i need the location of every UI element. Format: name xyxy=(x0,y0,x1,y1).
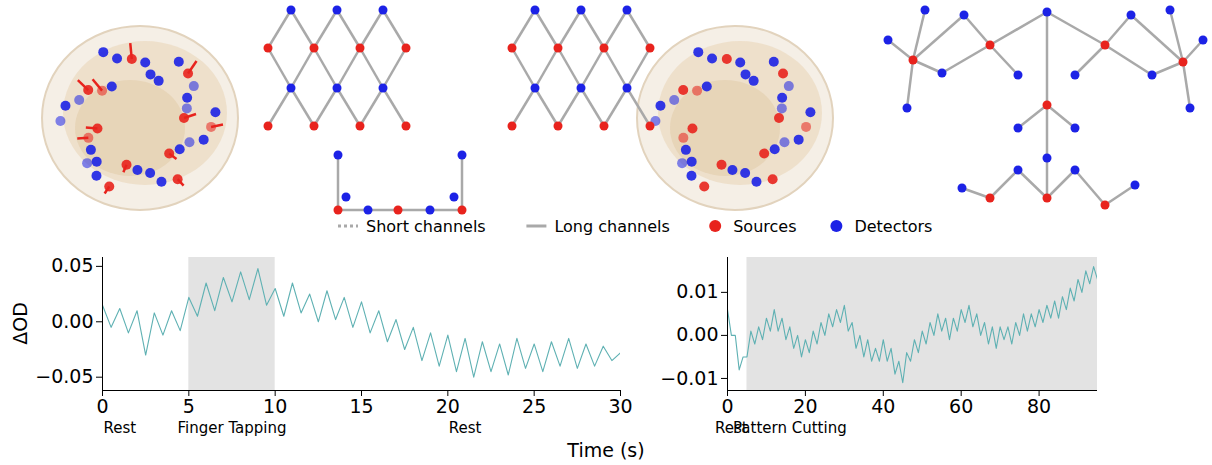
svg-text:Rest: Rest xyxy=(715,419,748,438)
svg-text:0: 0 xyxy=(96,395,108,417)
svg-text:80: 80 xyxy=(1027,395,1051,417)
svg-text:5: 5 xyxy=(183,395,195,417)
html-text:Time (s): Time (s) xyxy=(567,439,645,461)
svg-text:−0.05: −0.05 xyxy=(35,365,93,387)
svg-text:Rest: Rest xyxy=(449,419,482,437)
svg-text:Long channels: Long channels xyxy=(554,217,669,235)
svg-text:40: 40 xyxy=(871,395,895,417)
svg-text:30: 30 xyxy=(608,395,632,417)
svg-text:ΔOD: ΔOD xyxy=(9,302,31,345)
svg-text:25: 25 xyxy=(522,395,546,417)
svg-text:Detectors: Detectors xyxy=(854,217,932,235)
svg-text:Finger Tapping: Finger Tapping xyxy=(177,419,286,437)
svg-text:Short channels: Short channels xyxy=(366,217,486,235)
svg-text:0: 0 xyxy=(721,395,733,417)
svg-text:Sources: Sources xyxy=(733,217,796,235)
svg-text:0.00: 0.00 xyxy=(51,310,93,332)
svg-text:Pattern Cutting: Pattern Cutting xyxy=(733,419,847,437)
svg-text:−0.01: −0.01 xyxy=(660,367,718,389)
svg-text:15: 15 xyxy=(349,395,373,417)
svg-text:Rest: Rest xyxy=(103,419,136,437)
svg-text:10: 10 xyxy=(263,395,287,417)
svg-text:20: 20 xyxy=(436,395,460,417)
svg-text:0.05: 0.05 xyxy=(51,254,93,276)
svg-text:0.01: 0.01 xyxy=(676,280,718,302)
svg-text:20: 20 xyxy=(793,395,817,417)
svg-text:0.00: 0.00 xyxy=(676,323,718,345)
svg-text:60: 60 xyxy=(949,395,973,417)
